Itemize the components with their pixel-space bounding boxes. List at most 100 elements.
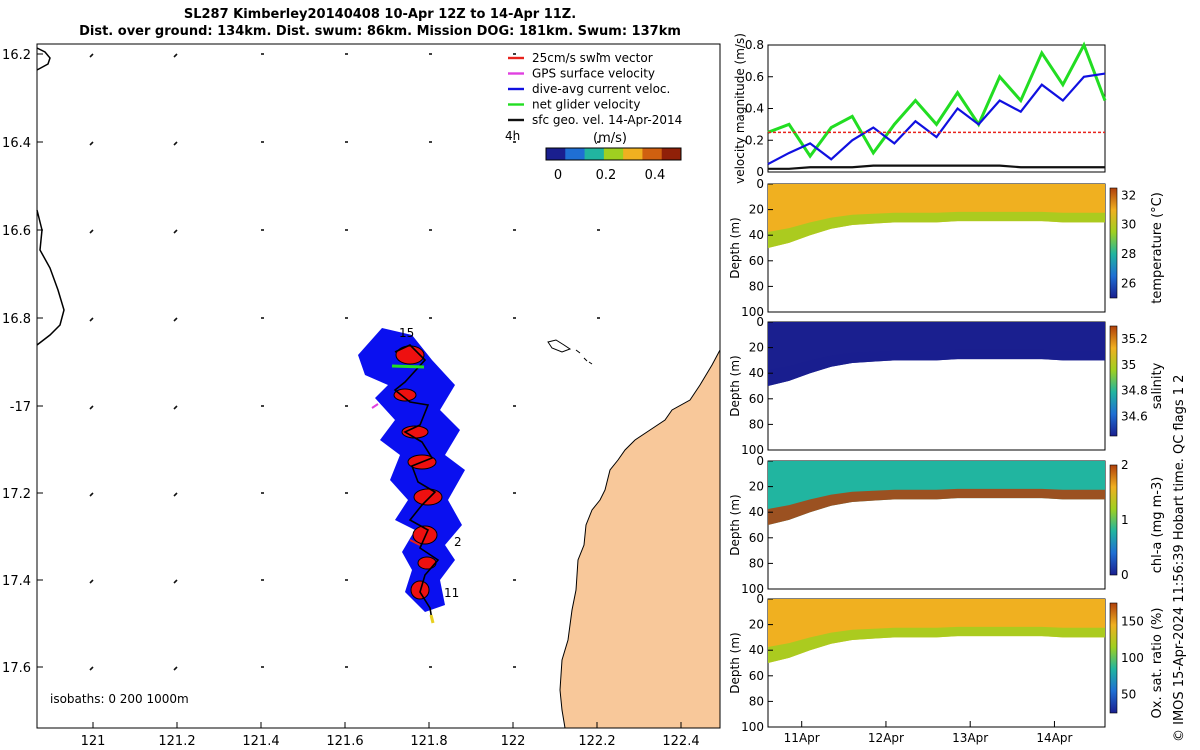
- profile-ytick-label: 20: [749, 341, 764, 355]
- map-xtick-label: 121.4: [242, 734, 279, 749]
- profile-colorbar-tick: 100: [1121, 651, 1144, 665]
- map-ytick-label: 16.6: [2, 224, 31, 239]
- map-xtick-label: 121: [81, 734, 106, 749]
- map-xtick-label: 121.8: [410, 734, 447, 749]
- velocity-blob-6: [417, 556, 437, 570]
- map-xtick-label: 122: [501, 734, 526, 749]
- profile-ytick-label: 80: [749, 694, 764, 708]
- series-line-dive-avg-current-veloc-: [767, 72, 1106, 166]
- land-mass: [559, 349, 721, 729]
- profile-colorbar-tick: 50: [1121, 688, 1136, 702]
- temperature-panel: 0 20 40 60 80 100 Depth (m) 32 30 28 26 temperature…: [730, 177, 1165, 319]
- profile-colorbar: [1109, 602, 1118, 714]
- profile-colorbar-tick: 26: [1121, 276, 1136, 290]
- profile-ylabel: Depth (m): [730, 632, 742, 693]
- profile-ylabel: Depth (m): [730, 494, 742, 555]
- profile-colorbar-tick: 34.8: [1121, 384, 1148, 398]
- profile-colorbar: [1109, 187, 1118, 299]
- velocity-blob-4: [413, 488, 443, 506]
- colorbar-extra-label: 4h: [505, 129, 520, 143]
- profile-colorbar-tick: 32: [1121, 188, 1136, 202]
- island-dots: [575, 349, 593, 365]
- profile-ytick-label: 40: [749, 228, 764, 242]
- chlorophyll-panel: 0 20 40 60 80 100 Depth (m) 2 1 0 chl-a (mg m-3): [730, 454, 1165, 596]
- velocity-ytick-label: 0.2: [745, 133, 764, 147]
- profile-ytick-label: 20: [749, 203, 764, 217]
- profile-variable-label: salinity: [1150, 362, 1165, 409]
- colorbar-frame: [545, 147, 682, 161]
- colorbar-tick: 0.4: [645, 168, 666, 183]
- velocity-ytick-label: 0.4: [745, 102, 764, 116]
- velocity-ylabel: velocity magnitude (m/s): [733, 33, 747, 184]
- map-xtick-label: 122.2: [578, 734, 615, 749]
- profile-ytick-label: 80: [749, 279, 764, 293]
- profile-colorbar-tick: 150: [1121, 614, 1144, 628]
- west-coastline: [36, 47, 51, 71]
- sfc-vector-arrow: [89, 53, 94, 58]
- sfc-vector-arrow: [173, 229, 178, 234]
- map-ytick-label: 17.4: [2, 574, 31, 589]
- sfc-vector-arrow: [89, 141, 94, 146]
- speed-colorbar: 0 0.2 0.4: [545, 147, 682, 183]
- sfc-vector-arrow: [89, 317, 94, 322]
- series-line-net-glider-velocity: [767, 41, 1107, 159]
- profile-ytick-label: 20: [749, 618, 764, 632]
- legend-label: dive-avg current veloc.: [532, 82, 670, 96]
- profile-ytick-label: 0: [756, 454, 764, 468]
- chart-title-line2: Dist. over ground: 134km. Dist. swum: 86…: [79, 24, 681, 39]
- profile-colorbar-tick: 1: [1121, 513, 1129, 527]
- profile-ytick-label: 20: [749, 480, 764, 494]
- profile-ytick-label: 100: [741, 305, 764, 319]
- sfc-vector-arrow: [173, 405, 178, 410]
- profile-ytick-label: 80: [749, 417, 764, 431]
- sfc-vector-arrow: [89, 405, 94, 410]
- gps-velocity-arrow: [371, 403, 379, 409]
- map-xtick-label: 121.2: [158, 734, 195, 749]
- legend-label: 25cm/s swim vector: [532, 51, 653, 65]
- track-label-15: 15: [399, 326, 414, 340]
- profile-deep-layer: [768, 211, 1105, 248]
- legend-label: sfc geo. vel. 14-Apr-2014: [532, 113, 682, 127]
- time-tick-label: 11Apr: [784, 731, 820, 745]
- time-tick-label: 12Apr: [868, 731, 904, 745]
- profile-colorbar: [1109, 325, 1118, 437]
- west-coastline-2: [36, 209, 65, 346]
- profile-ytick-label: 0: [756, 592, 764, 606]
- profile-ytick-label: 40: [749, 505, 764, 519]
- profile-colorbar-tick: 2: [1121, 458, 1129, 472]
- profile-ytick-label: 100: [741, 720, 764, 734]
- sfc-vector-arrow: [173, 492, 178, 497]
- velocity-ytick-label: 0.6: [745, 70, 764, 84]
- profile-variable-label: chl-a (mg m-3): [1150, 477, 1165, 574]
- isobaths-label: isobaths: 0 200 1000m: [50, 692, 189, 706]
- salinity-panel: 0 20 40 60 80 100 Depth (m) 35.2 35 34.8 34.6salin…: [730, 315, 1165, 457]
- time-tick-label: 13Apr: [952, 731, 988, 745]
- colorbar-tick: 0.2: [596, 168, 617, 183]
- credit-text: © IMOS 15-Apr-2024 11:56:39 Hobart time.…: [1172, 374, 1187, 742]
- sfc-vector-arrow: [173, 317, 178, 322]
- profile-colorbar-tick: 28: [1121, 247, 1136, 261]
- net-velocity-arrow: [391, 364, 425, 369]
- time-axis: 11Apr 12Apr 13Apr 14Apr: [784, 721, 1073, 745]
- sfc-vector-arrow: [89, 492, 94, 497]
- track-label-11: 11: [444, 586, 459, 600]
- profile-ytick-label: 100: [741, 443, 764, 457]
- surface-vector-field: [89, 53, 600, 671]
- profile-ytick-label: 0: [756, 177, 764, 191]
- sfc-vector-arrow: [89, 579, 94, 584]
- profile-deep-layer: [768, 626, 1105, 663]
- colorbar-segment: [623, 148, 643, 160]
- profile-ytick-label: 80: [749, 556, 764, 570]
- time-tick-label: 14Apr: [1036, 731, 1072, 745]
- profile-colorbar-tick: 35: [1121, 358, 1136, 372]
- velocity-blob-1: [393, 388, 417, 402]
- profile-ytick-label: 60: [749, 531, 764, 545]
- map-ytick-label: 16.8: [2, 312, 31, 327]
- colorbar-segment: [584, 148, 605, 160]
- profile-ylabel: Depth (m): [730, 217, 742, 278]
- profile-colorbar-tick: 35.2: [1121, 332, 1148, 346]
- profile-ytick-label: 100: [741, 582, 764, 596]
- sfc-vector-arrow: [173, 579, 178, 584]
- series-line-sfc-geo-vel-14-apr-2014: [768, 164, 1105, 170]
